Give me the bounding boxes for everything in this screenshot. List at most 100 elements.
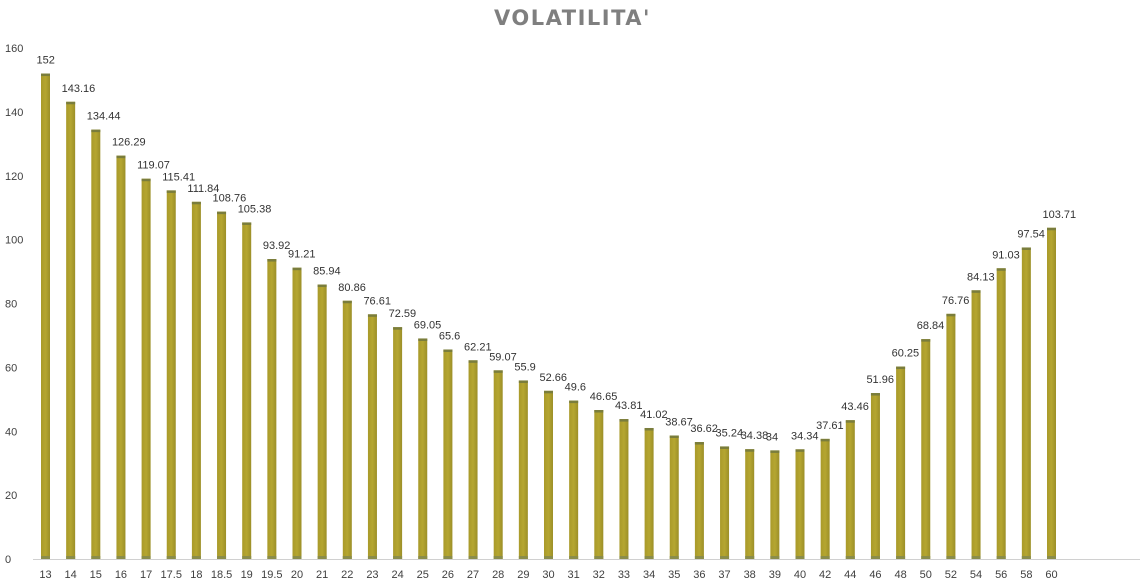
x-tick-label: 33 — [618, 569, 630, 581]
bar-base — [342, 556, 352, 559]
bar-top-cap — [720, 446, 730, 449]
x-tick-label: 38 — [744, 569, 756, 581]
bar — [946, 313, 956, 559]
bar — [141, 178, 151, 559]
y-tick-label: 140 — [5, 107, 23, 119]
bar — [267, 259, 277, 559]
data-label: 93.92 — [263, 240, 291, 252]
bar — [342, 300, 352, 559]
bar-top-cap — [669, 435, 679, 438]
data-label: 143.16 — [62, 83, 96, 95]
x-tick-label: 46 — [869, 569, 881, 581]
data-label: 35.24 — [716, 427, 744, 439]
x-tick-label: 19 — [241, 569, 253, 581]
bar — [66, 101, 76, 560]
data-label: 111.84 — [187, 183, 219, 195]
bar-base — [468, 556, 478, 559]
bar-top-cap — [141, 178, 151, 182]
data-label: 38.67 — [665, 416, 693, 428]
bar-top-cap — [745, 449, 755, 452]
bar — [1047, 227, 1056, 559]
bar-base — [443, 556, 453, 559]
bar-base — [971, 556, 981, 559]
bar-series — [41, 73, 1056, 560]
bar — [820, 438, 830, 559]
bar — [795, 449, 805, 559]
bar-top-cap — [870, 393, 880, 396]
y-tick-label: 80 — [5, 299, 17, 311]
bar-base — [820, 556, 830, 559]
bar-base — [1021, 556, 1031, 559]
data-labels: 152143.16134.44126.29119.07115.41111.841… — [37, 55, 1077, 444]
bar-top-cap — [493, 370, 503, 373]
bar-base — [946, 556, 956, 559]
data-label: 119.07 — [137, 160, 170, 172]
x-tick-label: 42 — [819, 569, 831, 581]
bar — [644, 427, 654, 559]
bar — [921, 339, 931, 559]
x-tick-label: 39 — [769, 569, 781, 581]
data-label: 59.07 — [489, 351, 517, 363]
bar-top-cap — [1021, 247, 1031, 250]
bar-base — [544, 556, 553, 559]
bar-top-cap — [996, 268, 1006, 271]
x-tick-label: 16 — [115, 569, 127, 581]
x-tick-label: 14 — [65, 569, 77, 581]
y-tick-label: 120 — [5, 171, 23, 183]
x-tick-label: 15 — [90, 569, 102, 581]
bar — [745, 449, 755, 559]
bar — [41, 73, 50, 560]
x-tick-label: 23 — [366, 569, 378, 581]
bar-top-cap — [1047, 227, 1056, 231]
bar-base — [493, 556, 503, 559]
x-tick-label: 50 — [920, 569, 932, 581]
bar — [1021, 247, 1031, 559]
x-tick-label: 19.5 — [261, 569, 282, 581]
bar — [166, 190, 176, 560]
x-tick-label: 56 — [995, 569, 1007, 581]
bar — [217, 211, 227, 559]
data-label: 55.9 — [514, 361, 535, 373]
x-tick-label: 37 — [718, 569, 730, 581]
y-tick-label: 0 — [5, 554, 11, 566]
bar-base — [644, 556, 654, 559]
bar — [91, 129, 101, 559]
bar-top-cap — [694, 442, 704, 445]
bar-top-cap — [795, 449, 805, 452]
x-tick-label: 36 — [693, 569, 705, 581]
x-tick-label: 52 — [945, 569, 957, 581]
bar-base — [217, 556, 227, 559]
bar — [770, 450, 780, 559]
bar-top-cap — [217, 211, 227, 215]
x-tick-label: 27 — [467, 569, 479, 581]
bar-top-cap — [317, 284, 327, 288]
x-tick-label: 58 — [1020, 569, 1032, 581]
data-label: 84.13 — [967, 271, 995, 283]
bar-base — [921, 556, 931, 559]
data-label: 91.21 — [288, 249, 316, 261]
bar-top-cap — [569, 400, 579, 404]
y-tick-label: 60 — [5, 362, 17, 374]
bar-top-cap — [946, 313, 956, 317]
bar — [367, 314, 377, 559]
bar — [896, 366, 906, 559]
bar-base — [896, 556, 906, 559]
x-tick-label: 29 — [517, 569, 529, 581]
bar — [443, 349, 453, 559]
data-label: 105.38 — [238, 203, 272, 215]
bar — [669, 435, 679, 559]
bar — [694, 442, 704, 559]
x-tick-label: 54 — [970, 569, 982, 581]
data-label: 97.54 — [1017, 228, 1045, 240]
bar-top-cap — [66, 101, 76, 105]
data-label: 34.34 — [791, 430, 819, 442]
bar-top-cap — [91, 129, 101, 133]
bar-top-cap — [619, 419, 629, 422]
x-tick-label: 26 — [442, 569, 454, 581]
data-label: 52.66 — [540, 372, 568, 384]
bar — [845, 420, 855, 559]
data-label: 108.76 — [213, 193, 247, 205]
bar-top-cap — [896, 366, 906, 370]
y-tick-label: 20 — [5, 490, 17, 502]
x-tick-label: 18.5 — [211, 569, 232, 581]
